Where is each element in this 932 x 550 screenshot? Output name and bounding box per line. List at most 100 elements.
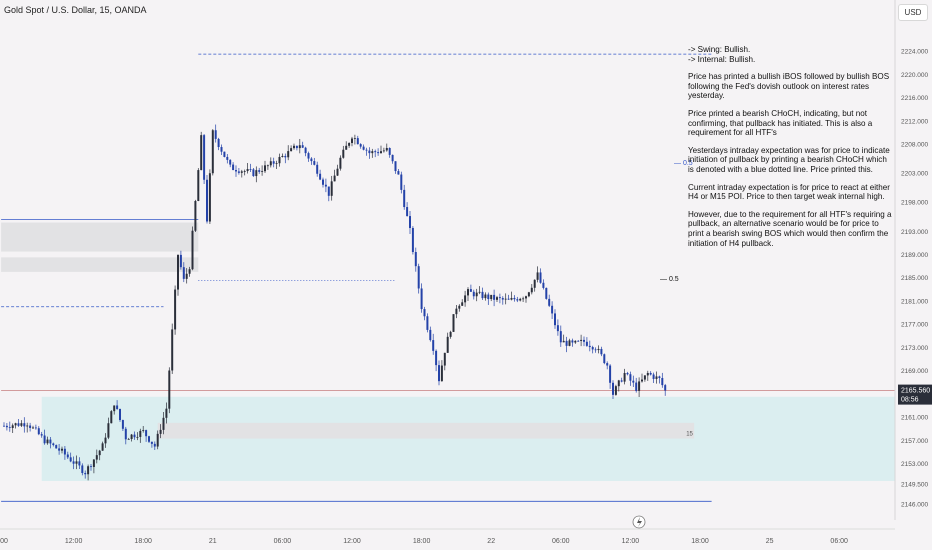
candle-body bbox=[301, 145, 304, 148]
price-tick-label: 2146.000 bbox=[901, 502, 928, 509]
candle-body bbox=[443, 352, 446, 366]
candle-body bbox=[571, 340, 574, 343]
candle-body bbox=[72, 461, 75, 464]
candle-body bbox=[638, 381, 641, 391]
price-tick-label: 2203.000 bbox=[901, 171, 928, 178]
candle-body bbox=[20, 423, 23, 426]
candle-body bbox=[17, 423, 20, 426]
candle-body bbox=[121, 420, 124, 429]
candle-body bbox=[501, 298, 504, 300]
candle-body bbox=[345, 145, 348, 150]
candle-body bbox=[382, 150, 385, 152]
candle-body bbox=[229, 159, 232, 165]
candle-body bbox=[461, 302, 464, 306]
price-tick-label: 2216.000 bbox=[901, 95, 928, 102]
poi-label: 15 bbox=[686, 432, 693, 438]
candle-body bbox=[136, 436, 139, 438]
candle-body bbox=[612, 382, 614, 395]
candle-body bbox=[446, 336, 449, 353]
candle-body bbox=[568, 340, 571, 346]
candle-body bbox=[139, 430, 142, 437]
supply-zone-upper bbox=[1, 222, 199, 252]
candle-body bbox=[600, 348, 603, 355]
candle-body bbox=[69, 457, 72, 462]
candle-body bbox=[490, 294, 493, 300]
candle-body bbox=[655, 376, 658, 379]
candle-body bbox=[507, 298, 510, 300]
candle-body bbox=[46, 439, 49, 444]
candle-body bbox=[113, 405, 116, 412]
candle-body bbox=[353, 138, 356, 139]
candle-body bbox=[603, 354, 606, 364]
candle-body bbox=[14, 423, 17, 426]
candle-body bbox=[626, 372, 629, 375]
lightning-icon[interactable] bbox=[632, 515, 646, 529]
time-tick-label: 06:00 bbox=[552, 538, 570, 545]
candle-body bbox=[565, 340, 568, 346]
price-tick-label: 2161.000 bbox=[901, 415, 928, 422]
candle-body bbox=[385, 148, 388, 151]
candle-body bbox=[145, 430, 148, 437]
candle-body bbox=[174, 289, 177, 330]
candle-body bbox=[617, 380, 620, 387]
price-tick-label: 2212.000 bbox=[901, 118, 928, 125]
candle-body bbox=[484, 294, 487, 299]
candle-body bbox=[304, 147, 307, 154]
candle-body bbox=[159, 429, 162, 434]
candle-body bbox=[290, 148, 293, 152]
candle-body bbox=[261, 171, 264, 172]
candle-body bbox=[513, 297, 516, 300]
currency-button[interactable]: USD bbox=[898, 4, 928, 21]
candle-body bbox=[11, 425, 14, 429]
candle-body bbox=[269, 161, 272, 166]
candle-body bbox=[588, 345, 591, 348]
candle-body bbox=[177, 254, 179, 290]
candle-body bbox=[539, 272, 542, 283]
candle-body bbox=[635, 382, 638, 391]
candle-body bbox=[597, 348, 600, 351]
candle-body bbox=[440, 365, 443, 382]
candle-body bbox=[577, 340, 580, 342]
candle-body bbox=[319, 173, 322, 180]
candle-body bbox=[342, 149, 345, 158]
candle-body bbox=[336, 168, 339, 176]
candle-body bbox=[235, 170, 237, 172]
time-tick-label: 12:00 bbox=[65, 538, 83, 545]
candle-body bbox=[641, 379, 643, 382]
candle-body bbox=[63, 448, 66, 455]
candle-body bbox=[98, 450, 101, 456]
candle-body bbox=[162, 417, 165, 430]
candle-body bbox=[368, 150, 371, 154]
candle-body bbox=[107, 423, 110, 438]
candle-body bbox=[417, 266, 420, 289]
candle-body bbox=[551, 305, 554, 314]
candle-body bbox=[545, 287, 548, 299]
candle-body bbox=[182, 267, 185, 279]
candle-body bbox=[629, 374, 632, 381]
candle-body bbox=[206, 179, 208, 222]
fib-label-upper: — 0.5 bbox=[674, 160, 693, 167]
candle-body bbox=[487, 294, 490, 300]
candle-body bbox=[658, 376, 661, 379]
candle-body bbox=[168, 370, 171, 409]
candle-body bbox=[504, 298, 507, 300]
candle-body bbox=[243, 171, 246, 172]
candle-body bbox=[124, 428, 127, 440]
candle-body bbox=[643, 375, 646, 380]
candle-body bbox=[185, 273, 188, 279]
symbol-title: Gold Spot / U.S. Dollar, 15, OANDA bbox=[4, 5, 147, 15]
candle-body bbox=[26, 425, 29, 427]
candle-body bbox=[142, 430, 145, 431]
candle-body bbox=[148, 436, 150, 442]
candle-body bbox=[58, 448, 61, 451]
price-tick-label: 2220.000 bbox=[901, 72, 928, 79]
candle-body bbox=[475, 292, 478, 297]
candle-body bbox=[188, 269, 191, 274]
candle-body bbox=[467, 289, 469, 296]
candle-body bbox=[179, 254, 182, 268]
candle-body bbox=[87, 466, 90, 475]
time-tick-label: 06:00 bbox=[274, 538, 292, 545]
candle-body bbox=[583, 339, 585, 342]
price-tick-label: 2198.000 bbox=[901, 200, 928, 207]
